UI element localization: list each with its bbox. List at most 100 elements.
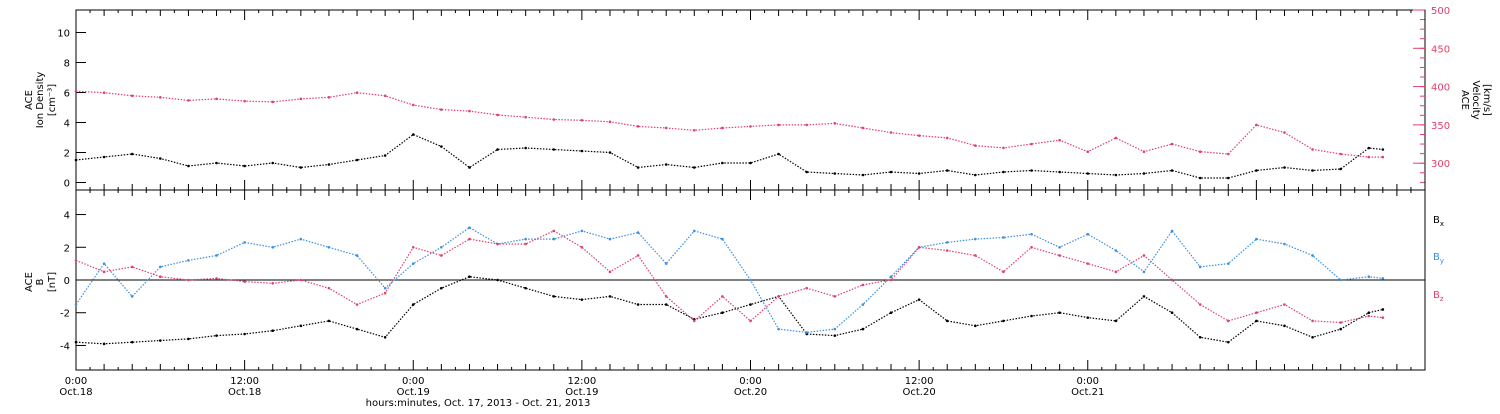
b-z-point	[383, 291, 387, 295]
velocity-point	[1058, 138, 1061, 142]
b-y-point	[1283, 242, 1286, 246]
b-y-point	[243, 241, 246, 244]
b-x-point	[1381, 308, 1385, 311]
velocity-point	[1339, 152, 1342, 156]
b-y-point	[74, 303, 78, 306]
b-y-point	[102, 262, 106, 265]
b-z-point	[440, 254, 443, 257]
b-z-point	[1030, 245, 1033, 249]
ion-density-point	[496, 148, 499, 151]
b-y-point	[1226, 262, 1230, 265]
b-x-point	[243, 332, 246, 336]
b-x-point	[664, 303, 668, 306]
b-x-point	[861, 327, 865, 331]
ion-density-point	[271, 161, 275, 165]
x-tick-date-label: Oct.18	[228, 387, 261, 398]
legend-subscript: x	[1440, 220, 1444, 228]
b-x-point	[102, 342, 106, 346]
ion-density-point	[1198, 176, 1202, 180]
b-z-point	[1086, 262, 1090, 265]
b-x-point	[552, 295, 556, 298]
ion-density-point	[1255, 169, 1258, 172]
velocity-point	[215, 97, 218, 101]
x-tick-time-label: 12:00	[230, 376, 259, 387]
b-z-point	[664, 295, 668, 298]
ion-density-point	[1030, 169, 1033, 172]
b-y-point	[1114, 249, 1118, 252]
b-x-point	[1367, 311, 1371, 315]
velocity-point	[1198, 150, 1202, 154]
b-z-point	[355, 303, 359, 306]
b-y-point	[440, 245, 443, 249]
x-tick-date-label: Oct.19	[397, 387, 430, 398]
legend-label: B	[1433, 252, 1440, 263]
velocity-point	[383, 94, 387, 98]
b-y-point	[524, 237, 527, 241]
b-z-point	[1142, 254, 1146, 257]
x-tick-date-label: Oct.20	[734, 387, 767, 398]
b-z-point	[580, 245, 584, 249]
velocity-point	[692, 128, 696, 132]
ion-density-point	[1381, 148, 1385, 151]
x-tick-time-label: 12:00	[905, 376, 934, 387]
b-z-point	[1283, 303, 1286, 306]
b-y-point	[608, 237, 612, 241]
velocity-point	[130, 94, 134, 98]
b-x-point	[945, 319, 949, 323]
x-tick-date-label: Oct.21	[1071, 387, 1104, 398]
b-z-point	[777, 295, 780, 298]
velocity-tick-label: 450	[1431, 44, 1450, 55]
b-x-point	[411, 303, 415, 306]
velocity-tick-label: 500	[1431, 6, 1450, 17]
ion-density-point	[552, 148, 556, 151]
b-z-point	[1170, 278, 1174, 282]
ion-density-label-line3: [cm⁻³]	[47, 84, 58, 116]
b-y-point	[580, 229, 584, 233]
ion-density-point	[861, 173, 865, 177]
b-x-point	[1142, 295, 1146, 298]
ion-density-point	[440, 145, 443, 148]
b-x-point	[1311, 335, 1314, 339]
b-z-point	[130, 265, 134, 269]
velocity-point	[889, 131, 893, 134]
b-x-point	[1255, 319, 1258, 323]
b-x-point	[636, 303, 640, 306]
legend-subscript: y	[1440, 257, 1444, 265]
velocity-point	[1002, 146, 1005, 150]
b-x-point	[889, 311, 893, 315]
b-x-point	[749, 303, 752, 306]
b-y-point	[1367, 275, 1371, 279]
x-tick-time-label: 12:00	[567, 376, 596, 387]
legend-Bz: Bz	[1433, 290, 1444, 303]
ion-density-point	[468, 166, 471, 169]
b-z-point	[636, 254, 640, 257]
b-z-point	[833, 295, 837, 298]
b-y-point	[411, 262, 415, 265]
b-y-point	[355, 254, 359, 257]
b-z-point	[411, 245, 415, 249]
b-y-point	[327, 245, 331, 249]
ion-density-tick-label: 2	[64, 149, 70, 160]
ion-density-tick-label: 8	[64, 59, 70, 70]
ion-density-point	[102, 155, 106, 159]
ion-density-axis-label: ACE Ion Density [cm⁻³]	[24, 72, 58, 129]
ion-density-y-ticks: 0 2 4 6 8 10	[57, 29, 86, 190]
b-field-axis-label: ACE B [nT]	[24, 272, 58, 292]
b-z-line	[75, 230, 1383, 324]
ion-density-point	[608, 151, 612, 154]
ion-density-point	[1170, 169, 1174, 172]
velocity-point	[777, 123, 780, 127]
b-field-label-line3: [nT]	[47, 272, 58, 292]
b-y-point	[383, 286, 387, 290]
b-z-point	[692, 319, 696, 323]
x-tick-time-label: 0:00	[65, 376, 87, 387]
b-z-point	[468, 237, 471, 241]
velocity-point	[945, 136, 949, 140]
legend-label: B	[1433, 215, 1440, 226]
velocity-label-line2: Velocity	[1470, 80, 1481, 119]
ion-density-point	[1114, 173, 1118, 177]
ion-density-point	[805, 170, 809, 174]
b-z-point	[552, 229, 556, 233]
velocity-point	[159, 96, 162, 99]
b-field-y-ticks: -4 -2 0 2 4	[60, 211, 86, 352]
